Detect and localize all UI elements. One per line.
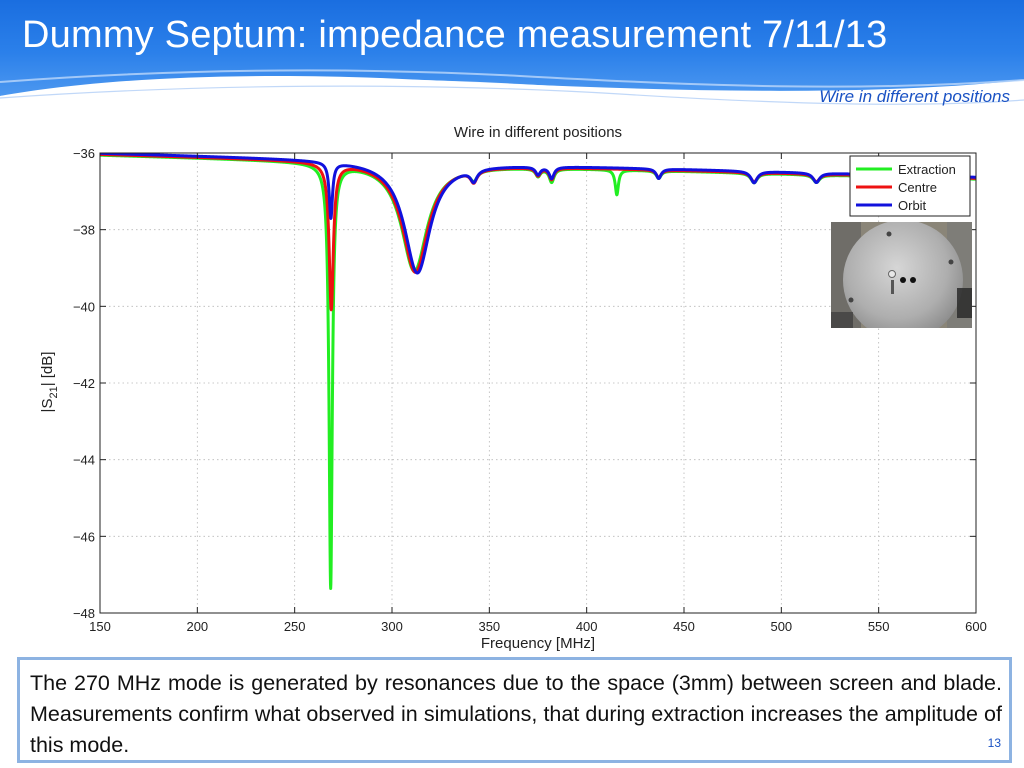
y-tick-label: −36 xyxy=(73,146,95,161)
header-banner xyxy=(0,0,1024,122)
x-tick-label: 250 xyxy=(284,619,306,634)
y-tick-label: −40 xyxy=(73,299,95,314)
x-tick-label: 300 xyxy=(381,619,403,634)
y-tick-label: −46 xyxy=(73,529,95,544)
x-tick-label: 150 xyxy=(89,619,111,634)
grid-lines xyxy=(100,153,976,613)
y-tick-label: −42 xyxy=(73,376,95,391)
y-tick-label: −38 xyxy=(73,223,95,238)
slide-header: Dummy Septum: impedance measurement 7/11… xyxy=(0,0,1024,122)
x-tick-label: 400 xyxy=(576,619,598,634)
legend-label-centre: Centre xyxy=(898,180,937,195)
y-tick-label: −44 xyxy=(73,453,95,468)
legend-label-extraction: Extraction xyxy=(898,162,956,177)
y-axis-label: |S21| [dB] xyxy=(39,352,60,413)
y-tick-label: −48 xyxy=(73,606,95,621)
legend-label-orbit: Orbit xyxy=(898,198,927,213)
legend: Extraction Centre Orbit xyxy=(849,155,971,217)
x-tick-label: 600 xyxy=(965,619,987,634)
s21-chart: 150 200 250 300 350 400 450 500 550 600 −36 −38 −40 −… xyxy=(39,124,987,652)
slide-title: Dummy Septum: impedance measurement 7/11… xyxy=(22,14,888,56)
caption-box: The 270 MHz mode is generated by resonan… xyxy=(17,657,1012,763)
chart-title: Wire in different positions xyxy=(454,124,622,141)
series-lines xyxy=(100,153,976,590)
series-line-orbit xyxy=(100,153,976,275)
axes: 150 200 250 300 350 400 450 500 550 600 −36 −38 −40 −… xyxy=(73,146,987,634)
x-tick-label: 350 xyxy=(478,619,500,634)
page-number: 13 xyxy=(987,736,1001,750)
slide-subtitle: Wire in different positions xyxy=(819,87,1010,106)
wire-position-photo xyxy=(831,222,972,328)
x-axis-label: Frequency [MHz] xyxy=(481,635,595,652)
x-tick-label: 500 xyxy=(770,619,792,634)
x-tick-label: 200 xyxy=(186,619,208,634)
x-tick-label: 550 xyxy=(868,619,890,634)
caption-text: The 270 MHz mode is generated by resonan… xyxy=(30,671,1002,757)
x-tick-label: 450 xyxy=(673,619,695,634)
